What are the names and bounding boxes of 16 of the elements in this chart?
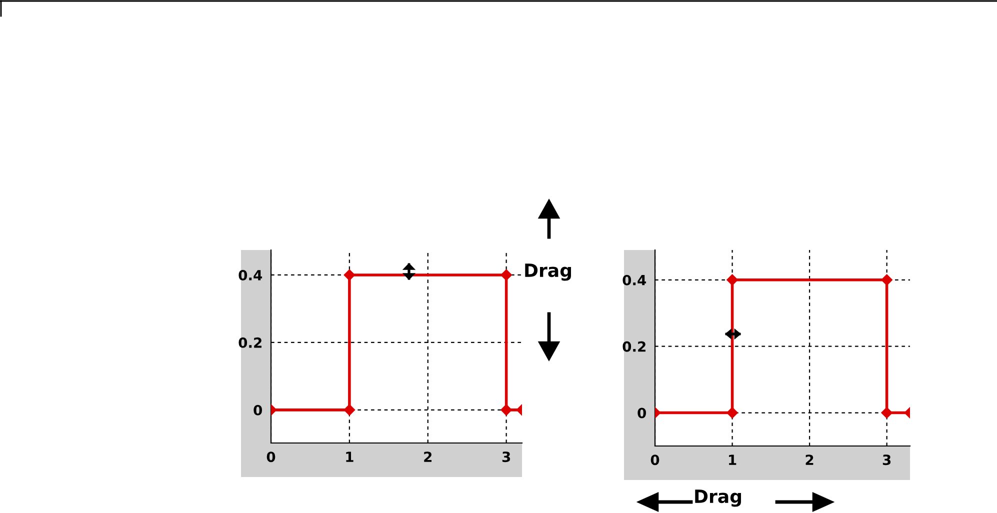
x-tick-label: 3: [882, 454, 891, 466]
y-tick-label: 0: [638, 408, 646, 418]
y-tick-label: 0.4: [238, 270, 262, 280]
x-tick-label: 1: [729, 454, 736, 465]
y-tick-label: 0.2: [238, 337, 262, 348]
x-tick-label: 2: [424, 452, 432, 462]
text: Drag: [695, 490, 741, 507]
y-tick-label: 0: [254, 404, 262, 416]
y-tick-label: 0.4: [622, 274, 646, 286]
x-tick-label: 1: [346, 452, 354, 462]
y-tick-label: 0.2: [622, 341, 646, 352]
x-tick-label: 0: [650, 454, 660, 466]
x-tick-label: 0: [266, 452, 276, 462]
x-tick-label: 3: [502, 452, 510, 462]
text: Drag: [525, 264, 571, 281]
x-tick-label: 2: [806, 454, 814, 465]
